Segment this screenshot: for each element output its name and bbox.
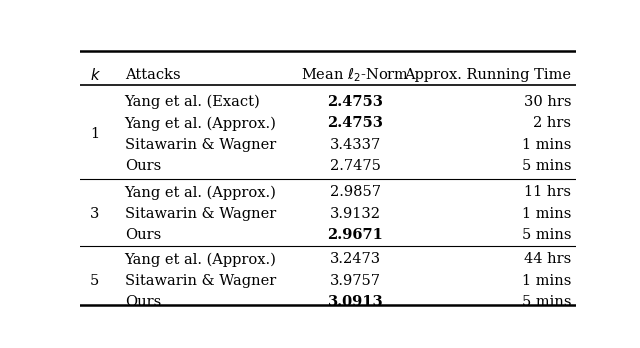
Text: 5 mins: 5 mins xyxy=(522,159,571,173)
Text: $k$: $k$ xyxy=(90,67,101,83)
Text: 3: 3 xyxy=(90,207,99,221)
Text: Ours: Ours xyxy=(125,228,161,242)
Text: Yang et al. (Approx.): Yang et al. (Approx.) xyxy=(125,116,276,131)
Text: 5 mins: 5 mins xyxy=(522,295,571,309)
Text: Ours: Ours xyxy=(125,159,161,173)
Text: 44 hrs: 44 hrs xyxy=(524,252,571,266)
Text: 5 mins: 5 mins xyxy=(522,228,571,242)
Text: 2.9857: 2.9857 xyxy=(330,185,381,199)
Text: 3.9757: 3.9757 xyxy=(330,274,381,288)
Text: 2.9671: 2.9671 xyxy=(327,228,383,242)
Text: Sitawarin & Wagner: Sitawarin & Wagner xyxy=(125,138,276,152)
Text: 3.4337: 3.4337 xyxy=(330,138,381,152)
Text: 2.4753: 2.4753 xyxy=(327,117,383,130)
Text: Mean $\ell_2$-Norm: Mean $\ell_2$-Norm xyxy=(301,66,410,84)
Text: Yang et al. (Approx.): Yang et al. (Approx.) xyxy=(125,185,276,199)
Text: 3.0913: 3.0913 xyxy=(328,295,383,309)
Text: 3.2473: 3.2473 xyxy=(330,252,381,266)
Text: 5: 5 xyxy=(90,274,99,287)
Text: Sitawarin & Wagner: Sitawarin & Wagner xyxy=(125,274,276,288)
Text: 2.7475: 2.7475 xyxy=(330,159,381,173)
Text: Yang et al. (Approx.): Yang et al. (Approx.) xyxy=(125,252,276,267)
Text: 2.4753: 2.4753 xyxy=(327,95,383,109)
Text: 3.9132: 3.9132 xyxy=(330,207,381,221)
Text: 1: 1 xyxy=(90,127,99,141)
Text: Ours: Ours xyxy=(125,295,161,309)
Text: 1 mins: 1 mins xyxy=(522,207,571,221)
Text: 11 hrs: 11 hrs xyxy=(524,185,571,199)
Text: 1 mins: 1 mins xyxy=(522,138,571,152)
Text: Sitawarin & Wagner: Sitawarin & Wagner xyxy=(125,207,276,221)
Text: 2 hrs: 2 hrs xyxy=(533,117,571,130)
Text: 30 hrs: 30 hrs xyxy=(524,95,571,109)
Text: Attacks: Attacks xyxy=(125,68,180,82)
Text: Yang et al. (Exact): Yang et al. (Exact) xyxy=(125,95,260,109)
Text: 1 mins: 1 mins xyxy=(522,274,571,288)
Text: Approx. Running Time: Approx. Running Time xyxy=(404,68,571,82)
